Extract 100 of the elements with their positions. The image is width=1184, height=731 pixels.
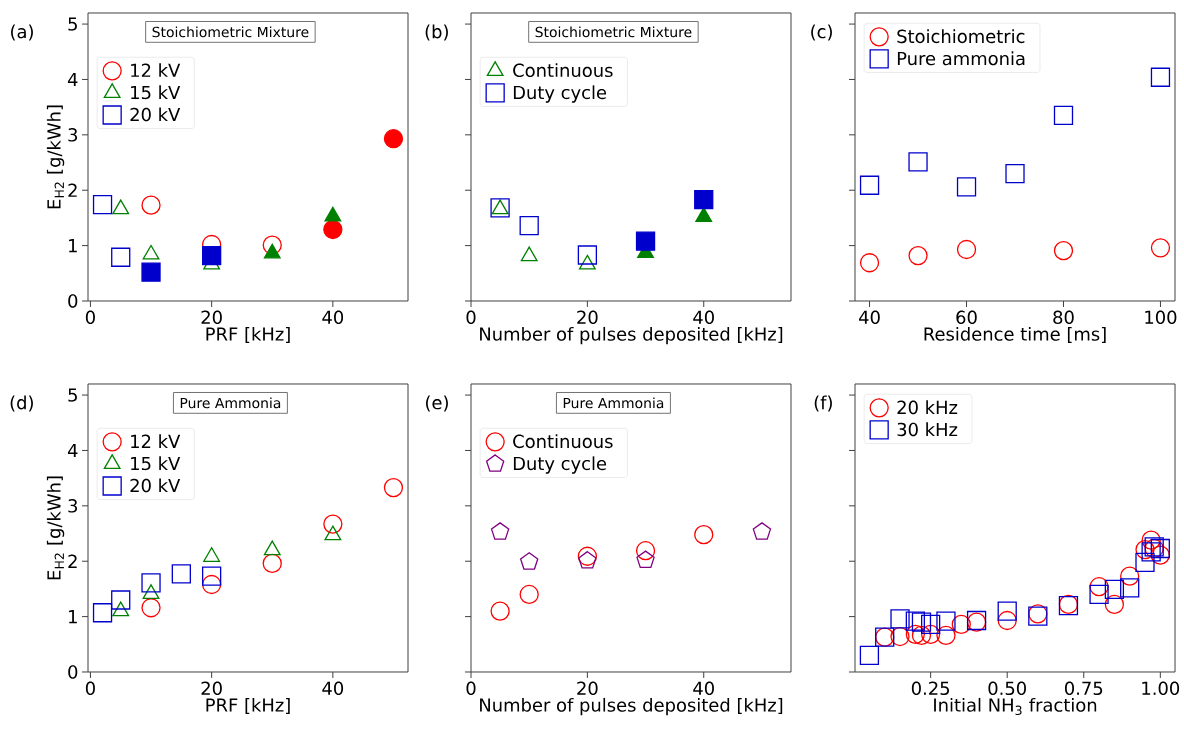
text: (a)	[11, 24, 33, 41]
legend-label: Stoichiometric	[897, 29, 1025, 44]
point	[111, 590, 131, 610]
annotation: Stoichiometric Mixture	[535, 26, 692, 38]
point	[1150, 545, 1170, 565]
point	[262, 553, 282, 574]
text: (c)	[811, 24, 832, 41]
point	[1104, 594, 1125, 615]
y-tick-label: 0	[68, 665, 78, 679]
point	[141, 195, 161, 215]
point	[92, 194, 113, 215]
y-tick-label: 3	[68, 128, 78, 142]
x-axis-title: Residence time [ms]	[924, 326, 1106, 343]
point	[141, 573, 161, 593]
legend-label: 20 kV	[130, 107, 181, 122]
point	[577, 546, 598, 566]
point	[141, 598, 161, 618]
x-tick-label: 40	[693, 681, 714, 696]
y-axis-title: E$_{H2}$ [g/kWh]	[46, 476, 65, 580]
annotation: Stoichiometric Mixture	[152, 26, 309, 38]
point	[323, 219, 343, 240]
point	[112, 199, 130, 215]
annotation: Pure Ammonia	[563, 397, 664, 409]
point	[577, 245, 598, 265]
x-tick-label: 40	[322, 681, 344, 696]
x-axis-title: PRF [kHz]	[206, 697, 290, 714]
legend-label: 15 kV	[131, 456, 181, 471]
x-tick-label: 20	[201, 310, 222, 325]
point	[636, 550, 655, 569]
x-tick-label: 0.75	[1064, 681, 1103, 696]
point	[911, 612, 932, 632]
point	[997, 610, 1017, 631]
point	[1150, 67, 1171, 87]
point	[921, 614, 941, 635]
point	[112, 601, 130, 617]
legend-label: Continuous	[513, 63, 613, 78]
x-tick-label: 1.00	[1142, 681, 1180, 696]
point	[141, 262, 161, 282]
point	[1053, 240, 1074, 261]
legend-label: 12 kV	[131, 434, 181, 448]
point	[905, 624, 925, 644]
point	[201, 574, 222, 595]
point	[1053, 105, 1074, 126]
point	[171, 564, 191, 584]
point	[383, 129, 404, 149]
point	[1120, 566, 1140, 586]
point	[324, 206, 342, 222]
y-tick-label: 4	[67, 72, 78, 86]
x-tick-label: 0	[466, 681, 476, 696]
point	[1150, 538, 1170, 559]
point	[324, 525, 342, 541]
text: (d)	[10, 395, 33, 412]
x-tick-label: 80	[1053, 310, 1074, 325]
point	[859, 175, 880, 195]
point	[911, 625, 932, 646]
point	[997, 601, 1017, 621]
legend-label: Duty cycle	[513, 85, 607, 103]
y-tick-label: 3	[68, 499, 78, 513]
x-axis-title: Number of pulses deposited [kHz]	[480, 326, 783, 345]
point	[519, 584, 539, 605]
point	[921, 624, 941, 644]
point	[490, 601, 510, 621]
x-tick-label: 40	[859, 310, 880, 325]
y-tick-label: 1	[69, 239, 77, 253]
x-tick-label: 60	[956, 310, 977, 325]
point	[635, 231, 656, 251]
point	[694, 189, 714, 210]
point	[859, 253, 880, 273]
point	[905, 611, 925, 631]
legend-label: 20 kV	[130, 478, 181, 493]
point	[1141, 530, 1161, 550]
legend-label: Duty cycle	[513, 456, 607, 474]
point	[263, 243, 281, 259]
x-tick-label: 0.50	[988, 681, 1026, 696]
point	[890, 626, 910, 647]
legend-label: 12 kV	[131, 63, 181, 77]
point	[520, 246, 538, 262]
x-axis-title: Number of pulses deposited [kHz]	[480, 697, 783, 716]
point	[1089, 584, 1109, 605]
x-tick-label: 20	[577, 310, 598, 325]
point	[1104, 579, 1125, 600]
point	[201, 245, 222, 266]
point	[1135, 539, 1155, 560]
point	[92, 603, 113, 623]
point	[951, 614, 971, 635]
point	[695, 207, 713, 222]
point	[263, 540, 281, 556]
point	[490, 522, 510, 540]
y-tick-label: 4	[67, 443, 78, 457]
point	[262, 235, 282, 255]
x-tick-label: 20	[577, 681, 598, 696]
y-tick-label: 2	[68, 183, 77, 197]
annotation: Pure Ammonia	[180, 397, 281, 409]
y-tick-label: 5	[68, 17, 77, 31]
point	[936, 625, 956, 646]
x-tick-label: 0.25	[911, 681, 950, 696]
y-tick-label: 0	[68, 294, 78, 308]
legend-label: Pure ammonia	[897, 51, 1025, 66]
point	[635, 541, 656, 561]
x-tick-label: 40	[693, 310, 714, 325]
